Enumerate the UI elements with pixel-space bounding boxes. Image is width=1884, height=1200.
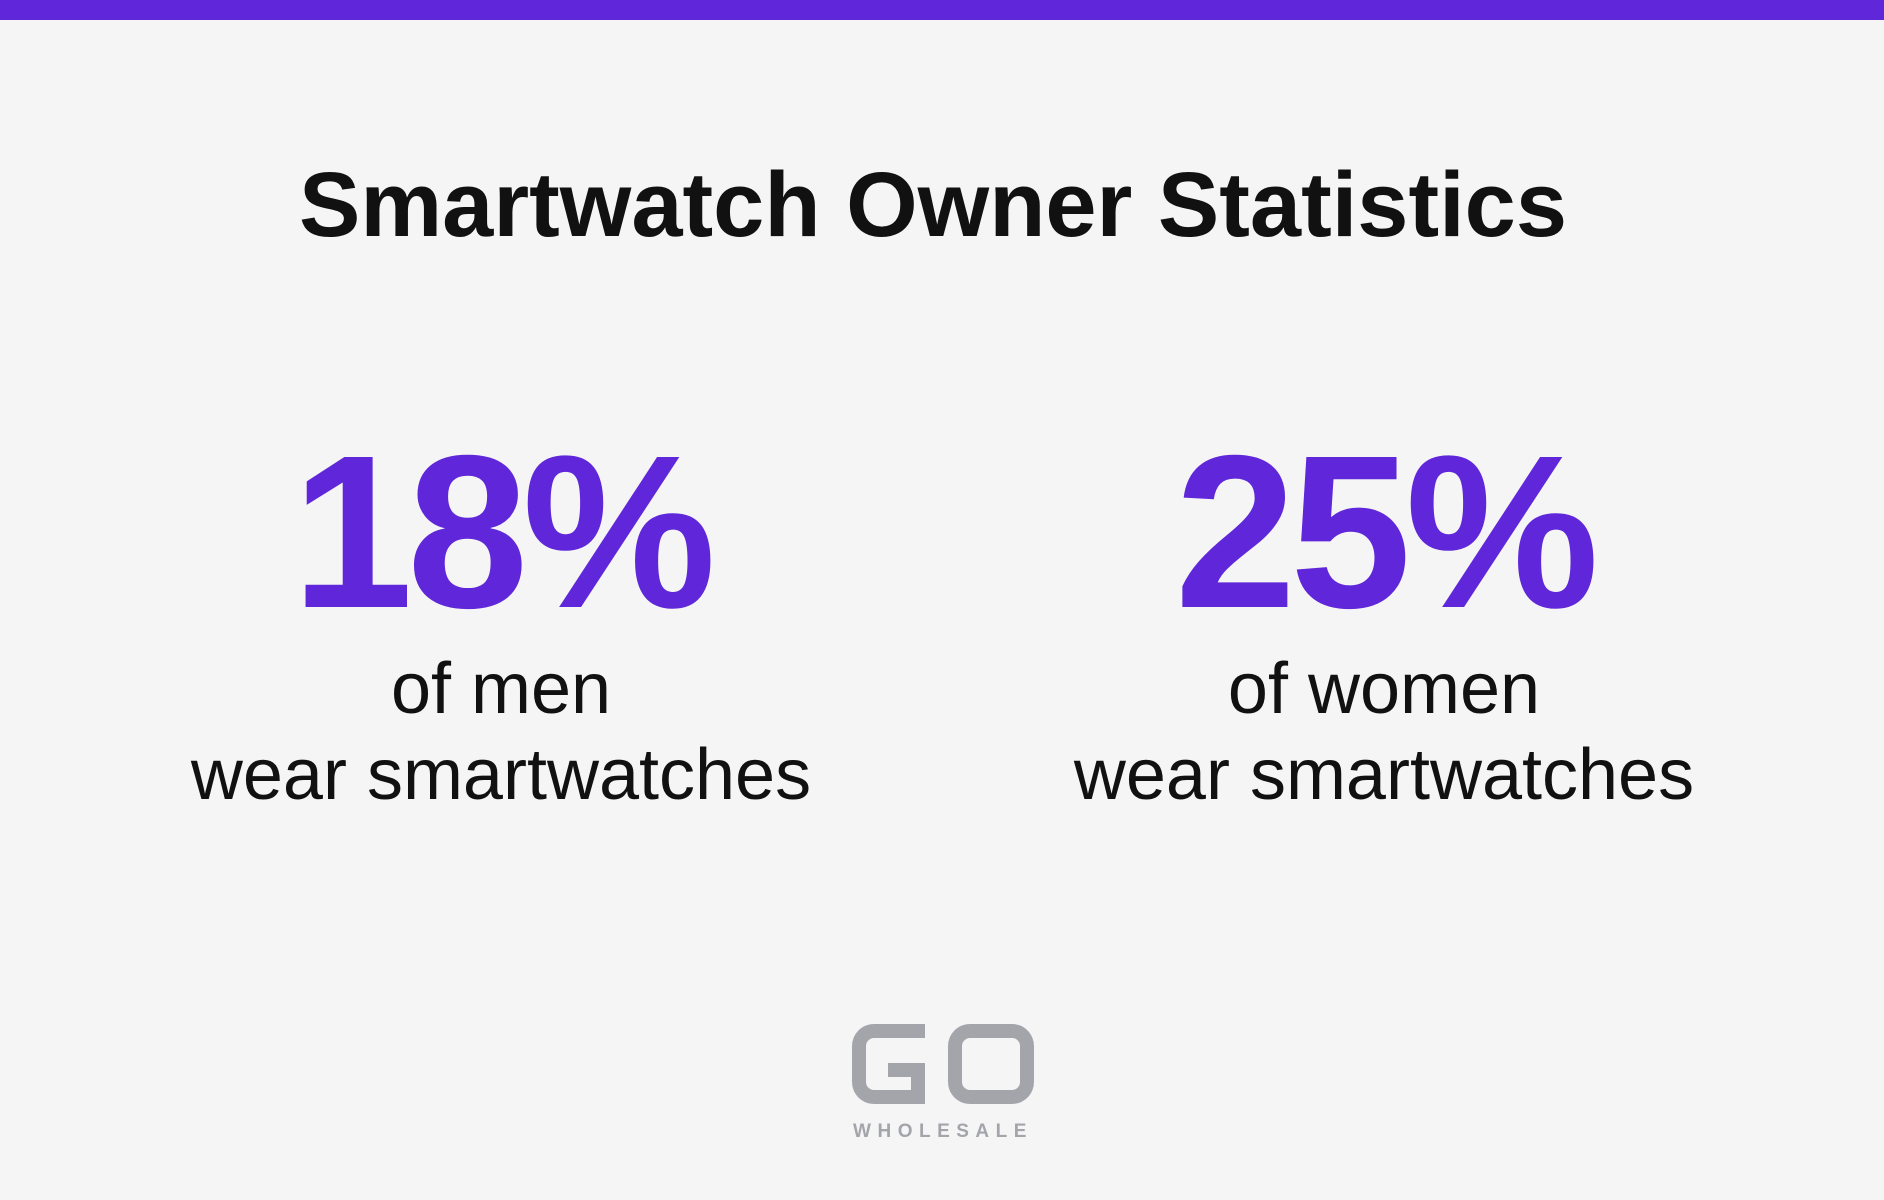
stat-men-line2: wear smartwatches	[190, 735, 812, 815]
stat-men-value: 18%	[291, 411, 716, 654]
stat-men-line1: of men	[390, 649, 612, 729]
logo-o-letter	[948, 1024, 1034, 1104]
go-wholesale-logo: WHOLESALE	[845, 1017, 1041, 1143]
page-title: Smartwatch Owner Statistics	[299, 154, 1567, 256]
logo-g-letter	[852, 1024, 925, 1104]
stat-women: 25% of women wear smartwatches	[1014, 411, 1754, 818]
stat-women-value: 25%	[1174, 411, 1599, 654]
logo-wordmark: WHOLESALE	[853, 1121, 1033, 1142]
stat-men: 18% of men wear smartwatches	[131, 411, 871, 818]
stat-women-line1: of women	[1227, 649, 1541, 729]
stat-women-line2: wear smartwatches	[1073, 735, 1695, 815]
top-accent-bar	[0, 0, 1884, 20]
